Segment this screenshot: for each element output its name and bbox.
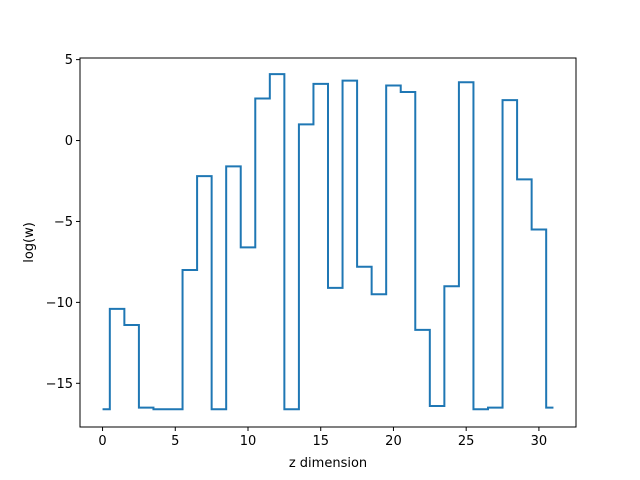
y-tick-label: −5 [54,215,73,230]
x-tick-label: 30 [531,434,548,449]
y-axis-label: log(w) [22,222,37,263]
x-axis: 0 5 10 15 20 25 30 [98,427,547,449]
y-tick-label: 5 [65,53,73,68]
y-tick-label: −10 [46,296,73,311]
y-tick-label: −15 [46,377,73,392]
x-tick-label: 10 [240,434,257,449]
y-tick-label: 0 [65,134,73,149]
x-tick-label: 15 [312,434,329,449]
x-tick-label: 5 [171,434,179,449]
y-axis: −15 −10 −5 0 5 [46,53,80,392]
x-axis-label: z dimension [289,456,367,471]
series-line [102,73,554,411]
x-tick-label: 0 [98,434,106,449]
x-tick-label: 25 [458,434,475,449]
axes-frame [79,57,577,428]
plot-area [102,73,554,411]
x-tick-label: 20 [385,434,402,449]
